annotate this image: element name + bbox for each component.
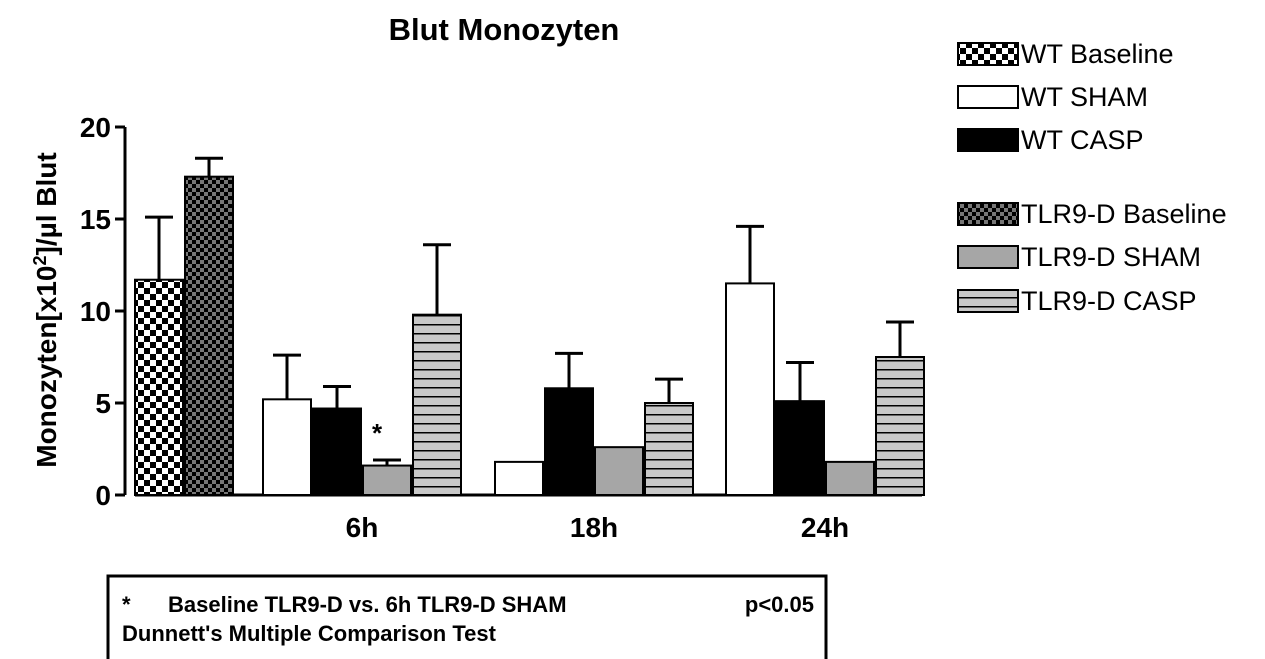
legend-swatch-wt-sham (957, 85, 1019, 109)
bar-6h-tlr9-d-sham (362, 464, 412, 496)
x-tick-label-24h: 24h (801, 512, 849, 543)
bar-6h-wt-casp (312, 407, 362, 496)
y-tick-label-20: 20 (80, 112, 111, 143)
legend-label-wt-sham: WT SHAM (1021, 82, 1148, 112)
legend-label-tlr9-d-casp: TLR9-D CASP (1021, 286, 1197, 316)
legend-swatch-wt-casp (957, 128, 1019, 152)
bar-24h-wt-casp (775, 400, 825, 496)
legend-label-tlr9-d-baseline: TLR9-D Baseline (1021, 199, 1227, 229)
bar-24h-tlr9-d-casp (875, 356, 925, 496)
legend-swatch-wt-baseline (957, 42, 1019, 66)
y-tick-label-5: 5 (95, 388, 111, 419)
legend-label-tlr9-d-sham: TLR9-D SHAM (1021, 242, 1201, 272)
y-axis-label-rest: ]/µl Blut (31, 152, 62, 255)
y-axis-label-main: Monozyten[x10 (31, 266, 62, 468)
footnote-border (106, 574, 828, 659)
y-tick-label-15: 15 (80, 204, 111, 235)
bar-24h-tlr9-d-sham (825, 460, 875, 497)
legend-label-wt-baseline: WT Baseline (1021, 39, 1174, 69)
x-tick-label-6h: 6h (346, 512, 379, 543)
y-axis-label-sup: 2 (30, 255, 50, 265)
legend-swatch-tlr9-d-baseline (957, 202, 1019, 226)
bar-6h-tlr9-d-sham-annotation: * (372, 418, 383, 448)
footnote-comparison: Baseline TLR9-D vs. 6h TLR9-D SHAM (168, 592, 567, 617)
chart-title: Blut Monozyten (389, 12, 620, 47)
footnote-marker: * (122, 592, 131, 617)
bar-6h-wt-sham (262, 398, 312, 497)
footnote-box: * Baseline TLR9-D vs. 6h TLR9-D SHAM p<0… (106, 574, 828, 659)
bar-18h-tlr9-d-casp (644, 402, 694, 496)
x-tick-label-18h: 18h (570, 512, 618, 543)
bar-18h-tlr9-d-sham (594, 446, 644, 497)
bar-6h-tlr9-d-casp (412, 313, 462, 496)
legend: WT Baseline WT SHAM WT CASP TLR9-D Baseline… (957, 39, 1227, 316)
y-tick-label-10: 10 (80, 296, 111, 327)
bar-baseline-wt-baseline (134, 278, 184, 496)
legend-swatch-tlr9-d-sham (957, 245, 1019, 269)
bar-18h-wt-casp (544, 387, 594, 496)
bar-18h-wt-sham (494, 460, 544, 497)
legend-swatch-tlr9-d-casp (957, 289, 1019, 313)
footnote-p-value: p<0.05 (745, 592, 814, 617)
bar-24h-wt-sham (725, 282, 775, 496)
bar-baseline-tlr9-d-baseline (184, 175, 234, 496)
plot-area: 0 5 10 15 20 * 6h 18h 24h (80, 112, 925, 543)
y-axis-label: Monozyten[x102]/µl Blut (30, 152, 62, 468)
legend-label-wt-casp: WT CASP (1021, 125, 1144, 155)
footnote-test-name: Dunnett's Multiple Comparison Test (122, 621, 497, 646)
y-tick-label-0: 0 (95, 480, 111, 511)
